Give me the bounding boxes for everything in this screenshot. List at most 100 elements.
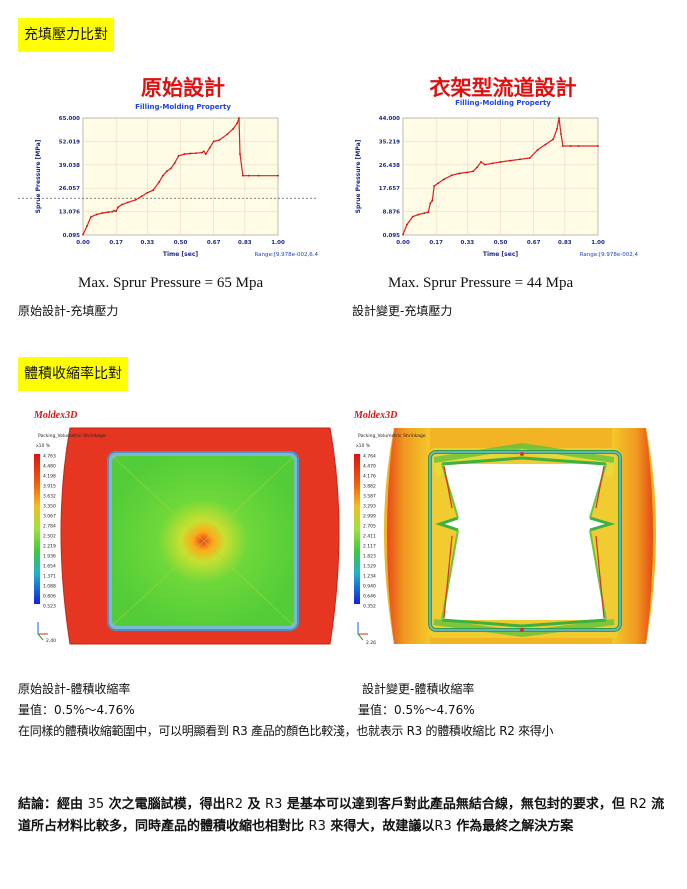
data-point [560,133,562,135]
scale-label: 2.219 [43,544,56,550]
conclusion-code: R3 [265,797,283,812]
data-point [89,216,92,219]
data-point [117,206,119,209]
data-point [427,211,430,214]
scale-label: 2.502 [43,534,56,540]
moldex-logo: Moldex3D [34,410,78,421]
chart-redesign-pressure: 衣架型流道設計 Filling-Molding Property 0.00 0.1… [338,68,638,300]
data-point [152,189,155,192]
data-point [491,162,494,165]
data-point [433,185,436,187]
scale-label: 0.940 [363,584,376,590]
data-point [257,174,260,177]
chart-subtitle: Filling-Molding Property [455,99,551,107]
axis-value: 2.40 [46,638,56,644]
scale-label: 1.936 [43,554,56,560]
scale-label: 3.882 [363,484,376,490]
max-pressure-text: Max. Sprur Pressure = 44 Mpa [388,275,574,291]
scale-label: 4.198 [43,474,56,480]
axis-triad-icon [37,622,48,641]
scale-label: 3.293 [363,504,376,510]
data-point [406,223,408,226]
data-point [195,152,198,155]
x-axis-label: Time [sec] [163,251,198,258]
data-point [140,195,143,198]
conclusion-paragraph: 結論：經由 35 次之電腦試模，得出R2 及 R3 是基本可以達到客戶對此產品無… [18,794,668,838]
data-point [121,203,123,206]
data-point [173,162,176,164]
data-point [218,139,221,141]
data-point [177,154,180,157]
y-axis-label: Sprue Pressure [MPa] [35,139,42,213]
data-point [519,158,521,161]
scale-label: 0.523 [43,604,56,610]
section-title-pressure: 充填壓力比對 [18,18,114,52]
data-point [429,202,432,205]
scale-label: 3.067 [43,514,56,520]
scale-label: 0.352 [363,604,376,610]
y-tick-label: 0.095 [383,233,401,239]
scale-label: 1.654 [43,564,56,570]
scale-label: 4.763 [43,454,56,460]
scale-label: 2.411 [363,534,376,540]
x-tick-label: 1.00 [591,240,605,246]
data-point [437,182,439,185]
data-point [82,233,84,236]
scale-label: 1.529 [363,564,376,570]
range-text: Range:[9.978e-002,4 [580,252,638,258]
x-tick-label: 1.00 [271,240,285,246]
x-tick-label: 0.33 [141,240,155,246]
scale-label: 2.784 [43,524,56,530]
scale-label: 4.176 [363,474,376,480]
conclusion-code: R2 [225,797,243,812]
scale-label: 2.705 [363,524,376,530]
y-tick-label: 26.057 [59,186,80,192]
data-point [417,213,420,216]
data-point [236,122,238,125]
x-tick-label: 0.00 [396,240,410,246]
caption-original-shrinkage: 原始設計-體積收縮率 [18,682,131,696]
data-point [189,152,192,155]
y-tick-label: 17.657 [379,186,400,192]
x-tick-label: 0.67 [527,240,541,246]
conclusion-number: 35 [87,797,105,812]
data-point [86,225,88,228]
data-point [431,199,434,202]
data-point [203,150,205,153]
data-point [536,149,539,151]
data-point [126,201,129,204]
data-point [480,161,482,163]
scale-label: 3.350 [43,504,56,510]
axis-value: 2.26 [366,640,376,646]
scale-label: 2.117 [363,544,376,550]
data-point [169,167,172,170]
comparison-note: 在同樣的體積收縮範圍中，可以明顯看到 R3 產品的顏色比較淺，也就表示 R3 的… [18,724,554,738]
data-point [402,233,404,236]
scale-label: 4.470 [363,464,376,470]
conclusion-text: 來得大，故建議以 [330,819,435,834]
shrinkage-plot-redesign: 4.764 4.470 4.176 3.882 3.587 3.293 2.999 2.705… [354,428,656,646]
data-point [466,171,469,174]
data-point [509,159,512,162]
data-point [597,145,599,147]
data-point [204,153,207,155]
x-tick-label: 0.67 [207,240,221,246]
data-point [208,146,211,149]
conclusion-code: R3 [308,819,326,834]
y-tick-label: 13.076 [59,210,80,216]
data-point [569,145,572,147]
scale-label: 3.915 [43,484,56,490]
data-point [95,213,98,216]
y-tick-label: 0.095 [63,233,81,239]
data-point [450,174,453,177]
scale-label: 0.646 [363,594,376,600]
pressure-chart-svg: 0.00 0.17 0.33 0.50 0.67 0.83 1.00 65.000 52.019… [18,116,318,258]
conclusion-code: R2 [629,797,647,812]
conclusion-text: 流道所占材料比較多，同時產品的體積收縮也相對比 [18,797,665,834]
data-point [562,145,564,147]
data-point [577,145,580,147]
caption-redesign-shrinkage: 設計變更-體積收縮率 [362,682,475,696]
data-point [277,174,279,177]
scale-label: 1.234 [363,574,376,580]
data-point [212,140,215,143]
